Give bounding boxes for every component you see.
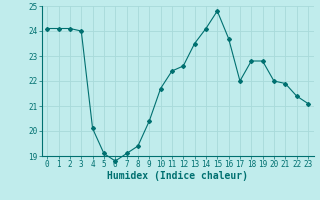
X-axis label: Humidex (Indice chaleur): Humidex (Indice chaleur)	[107, 171, 248, 181]
